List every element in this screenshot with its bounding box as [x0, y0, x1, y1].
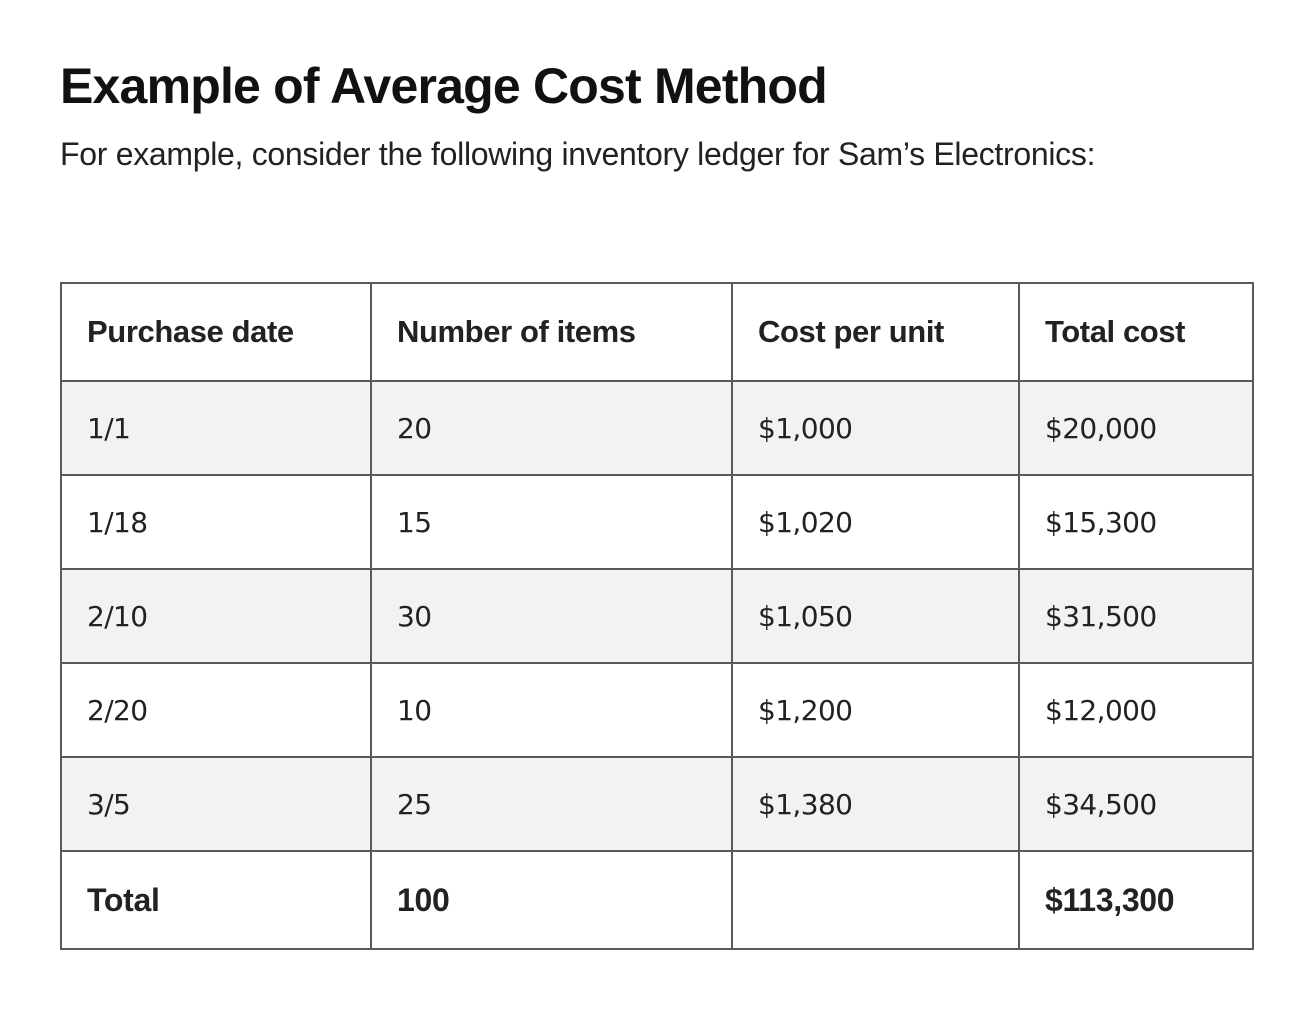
total-cost-cell: $15,300	[1018, 474, 1254, 570]
total-cost-cell: $34,500	[1018, 756, 1254, 852]
table-row: 1/1 20 $1,000 $20,000	[60, 380, 1254, 476]
table-row: 2/10 30 $1,050 $31,500	[60, 568, 1254, 664]
cost-per-unit-cell: $1,050	[731, 568, 1020, 664]
total-cost-cell: $12,000	[1018, 662, 1254, 758]
intro-text: For example, consider the following inve…	[60, 136, 1096, 172]
purchase-date-cell: 3/5	[60, 756, 372, 852]
column-header-cost-per-unit: Cost per unit	[731, 282, 1020, 382]
total-cost-cell: $31,500	[1018, 568, 1254, 664]
total-cost-per-unit-cell	[731, 850, 1020, 950]
cost-per-unit-cell: $1,000	[731, 380, 1020, 476]
page-title: Example of Average Cost Method	[60, 58, 828, 114]
total-items-cell: 100	[370, 850, 733, 950]
purchase-date-cell: 1/1	[60, 380, 372, 476]
number-of-items-cell: 20	[370, 380, 733, 476]
column-header-purchase-date: Purchase date	[60, 282, 372, 382]
inventory-ledger-table: Purchase date Number of items Cost per u…	[60, 282, 1254, 950]
table-row: 2/20 10 $1,200 $12,000	[60, 662, 1254, 758]
number-of-items-cell: 30	[370, 568, 733, 664]
purchase-date-cell: 2/10	[60, 568, 372, 664]
purchase-date-cell: 1/18	[60, 474, 372, 570]
purchase-date-cell: 2/20	[60, 662, 372, 758]
number-of-items-cell: 15	[370, 474, 733, 570]
cost-per-unit-cell: $1,380	[731, 756, 1020, 852]
number-of-items-cell: 10	[370, 662, 733, 758]
total-label-cell: Total	[60, 850, 372, 950]
cost-per-unit-cell: $1,200	[731, 662, 1020, 758]
grand-total-cost-cell: $113,300	[1018, 850, 1254, 950]
column-header-number-of-items: Number of items	[370, 282, 733, 382]
cost-per-unit-cell: $1,020	[731, 474, 1020, 570]
table-total-row: Total 100 $113,300	[60, 850, 1254, 950]
table-row: 1/18 15 $1,020 $15,300	[60, 474, 1254, 570]
column-header-total-cost: Total cost	[1018, 282, 1254, 382]
table-header-row: Purchase date Number of items Cost per u…	[60, 282, 1254, 382]
table-row: 3/5 25 $1,380 $34,500	[60, 756, 1254, 852]
total-cost-cell: $20,000	[1018, 380, 1254, 476]
number-of-items-cell: 25	[370, 756, 733, 852]
